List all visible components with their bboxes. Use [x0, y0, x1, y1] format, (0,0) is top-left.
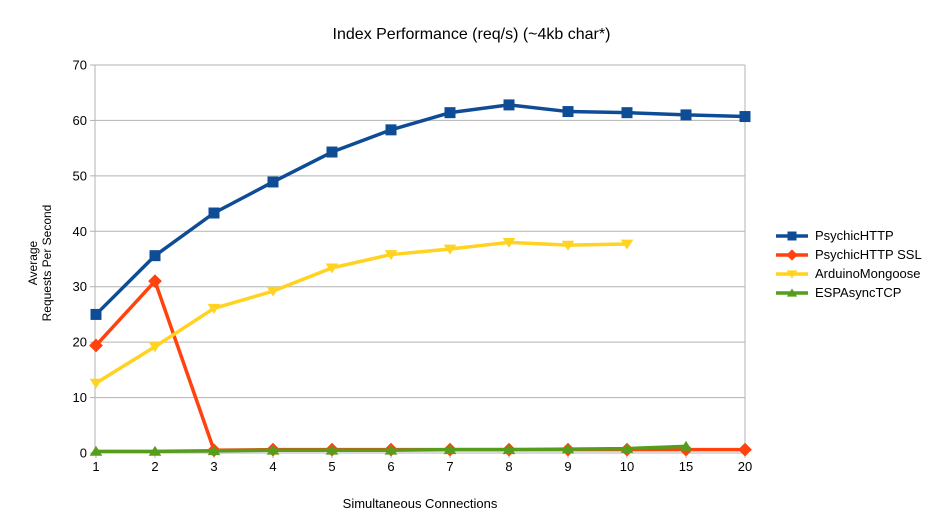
series-marker-espasynctcp: [679, 440, 693, 451]
y-tick-label: 20: [73, 335, 87, 350]
y-tick-label: 70: [73, 58, 87, 73]
series-marker-psychichttp: [208, 207, 220, 219]
series-line-psychichttp-ssl: [94, 279, 747, 452]
series-marker-arduinomongoose: [325, 263, 339, 274]
legend-item-psychichttp-ssl: PsychicHTTP SSL: [775, 245, 922, 264]
series-marker-arduinomongoose: [561, 240, 575, 251]
legend-label: ESPAsyncTCP: [815, 285, 902, 300]
series-marker-espasynctcp: [207, 445, 221, 456]
series-marker-psychichttp: [149, 250, 161, 262]
legend-label: PsychicHTTP SSL: [815, 247, 922, 262]
legend-marker-shape: [786, 269, 798, 278]
series-marker-psychichttp: [503, 99, 515, 111]
y-tick-label: 10: [73, 390, 87, 405]
psychichttp-series-marker-icon: [776, 231, 808, 240]
legend: PsychicHTTP PsychicHTTP SSL ArduinoMongo…: [775, 226, 922, 302]
x-tick-label: 10: [620, 459, 634, 474]
espasynctcp-series-marker-icon: [776, 288, 808, 297]
y-tick-label: 30: [73, 279, 87, 294]
series-marker-psychichttp: [680, 109, 692, 121]
x-tick-label: 9: [564, 459, 571, 474]
y-tick-label: 40: [73, 224, 87, 239]
series-marker-psychichttp-ssl: [89, 338, 103, 353]
x-tick-label: 5: [328, 459, 335, 474]
series-marker-espasynctcp: [502, 444, 516, 455]
x-tick-label: 15: [679, 459, 693, 474]
legend-label: PsychicHTTP: [815, 228, 894, 243]
series-marker-arduinomongoose: [443, 244, 457, 255]
series-marker-psychichttp: [739, 111, 751, 123]
legend-item-psychichttp: PsychicHTTP: [775, 226, 922, 245]
series-marker-espasynctcp: [325, 444, 339, 455]
y-tick-label: 0: [80, 446, 87, 461]
x-tick-label: 20: [738, 459, 752, 474]
series-marker-psychichttp: [326, 146, 338, 158]
series-marker-psychichttp: [562, 106, 574, 118]
series-marker-arduinomongoose: [207, 303, 221, 314]
series-marker-espasynctcp: [443, 444, 457, 455]
series-marker-psychichttp: [90, 308, 102, 320]
x-tick-label: 2: [151, 459, 158, 474]
x-tick-label: 7: [446, 459, 453, 474]
y-axis-title-line2: Requests Per Second: [40, 205, 54, 322]
series-marker-espasynctcp: [266, 444, 280, 455]
series-marker-espasynctcp: [384, 444, 398, 455]
series-marker-espasynctcp: [89, 445, 103, 456]
series-marker-psychichttp-ssl: [148, 274, 162, 289]
x-tick-label: 6: [387, 459, 394, 474]
series-marker-psychichttp: [385, 124, 397, 136]
psychichttp-ssl-series-marker-icon: [776, 248, 808, 261]
arduinomongoose-series-marker-icon: [776, 269, 808, 278]
legend-item-espasynctcp: ESPAsyncTCP: [775, 283, 922, 302]
series-line-psychichttp: [94, 103, 747, 317]
series-marker-arduinomongoose: [266, 286, 280, 297]
series-line-arduinomongoose: [94, 240, 629, 385]
series-marker-psychichttp: [267, 176, 279, 188]
series-marker-psychichttp: [444, 107, 456, 119]
series-marker-arduinomongoose: [89, 378, 103, 389]
x-tick-label: 8: [505, 459, 512, 474]
x-tick-label: 3: [210, 459, 217, 474]
series-marker-arduinomongoose: [502, 237, 516, 248]
x-tick-label: 1: [92, 459, 99, 474]
series-marker-psychichttp: [621, 107, 633, 119]
series-marker-psychichttp-ssl: [738, 442, 752, 457]
x-axis-title: Simultaneous Connections: [342, 496, 498, 511]
chart-title: Index Performance (req/s) (~4kb char*): [332, 26, 611, 43]
y-tick-label: 50: [73, 168, 87, 183]
legend-marker-shape: [786, 288, 798, 297]
legend-label: ArduinoMongoose: [815, 266, 921, 281]
legend-item-arduinomongoose: ArduinoMongoose: [775, 264, 922, 283]
y-tick-label: 60: [73, 113, 87, 128]
series-marker-espasynctcp: [561, 443, 575, 454]
series-marker-espasynctcp: [620, 443, 634, 453]
legend-marker-shape: [787, 231, 797, 240]
series-marker-arduinomongoose: [384, 250, 398, 261]
x-tick-label: 4: [269, 459, 276, 474]
y-axis-title-line1: Average: [26, 240, 40, 285]
legend-marker-shape: [786, 248, 798, 261]
series-marker-arduinomongoose: [620, 239, 634, 250]
series-marker-espasynctcp: [148, 445, 162, 456]
series-marker-arduinomongoose: [148, 342, 162, 353]
